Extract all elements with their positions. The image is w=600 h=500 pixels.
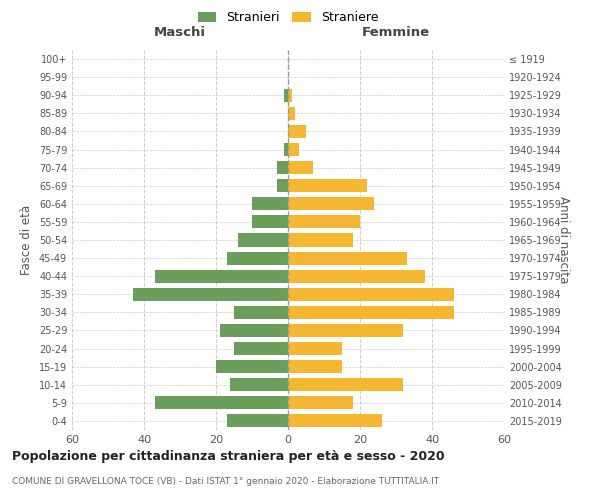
Bar	[277, 161, 288, 174]
Bar	[230, 378, 288, 392]
Bar	[288, 414, 382, 428]
Bar	[227, 414, 288, 428]
Bar	[252, 216, 288, 228]
Y-axis label: Anni di nascita: Anni di nascita	[557, 196, 570, 284]
Bar	[234, 306, 288, 319]
Bar	[133, 288, 288, 301]
Bar	[284, 143, 288, 156]
Y-axis label: Fasce di età: Fasce di età	[20, 205, 33, 275]
Bar	[227, 252, 288, 264]
Bar	[288, 125, 306, 138]
Bar	[155, 396, 288, 409]
Bar	[288, 252, 407, 264]
Bar	[234, 342, 288, 355]
Bar	[155, 270, 288, 282]
Text: Femmine: Femmine	[362, 26, 430, 39]
Bar	[288, 360, 342, 373]
Bar	[288, 234, 353, 246]
Bar	[252, 198, 288, 210]
Bar	[288, 143, 299, 156]
Bar	[216, 360, 288, 373]
Bar	[288, 216, 360, 228]
Bar	[284, 88, 288, 102]
Legend: Stranieri, Straniere: Stranieri, Straniere	[193, 6, 383, 29]
Bar	[288, 396, 353, 409]
Bar	[288, 107, 295, 120]
Bar	[288, 161, 313, 174]
Bar	[288, 288, 454, 301]
Bar	[288, 342, 342, 355]
Bar	[288, 198, 374, 210]
Bar	[288, 179, 367, 192]
Bar	[288, 378, 403, 392]
Bar	[277, 179, 288, 192]
Text: Popolazione per cittadinanza straniera per età e sesso - 2020: Popolazione per cittadinanza straniera p…	[12, 450, 445, 463]
Bar	[220, 324, 288, 337]
Bar	[288, 324, 403, 337]
Bar	[288, 306, 454, 319]
Bar	[238, 234, 288, 246]
Text: COMUNE DI GRAVELLONA TOCE (VB) - Dati ISTAT 1° gennaio 2020 - Elaborazione TUTTI: COMUNE DI GRAVELLONA TOCE (VB) - Dati IS…	[12, 478, 439, 486]
Bar	[288, 88, 292, 102]
Text: Maschi: Maschi	[154, 26, 206, 39]
Bar	[288, 270, 425, 282]
